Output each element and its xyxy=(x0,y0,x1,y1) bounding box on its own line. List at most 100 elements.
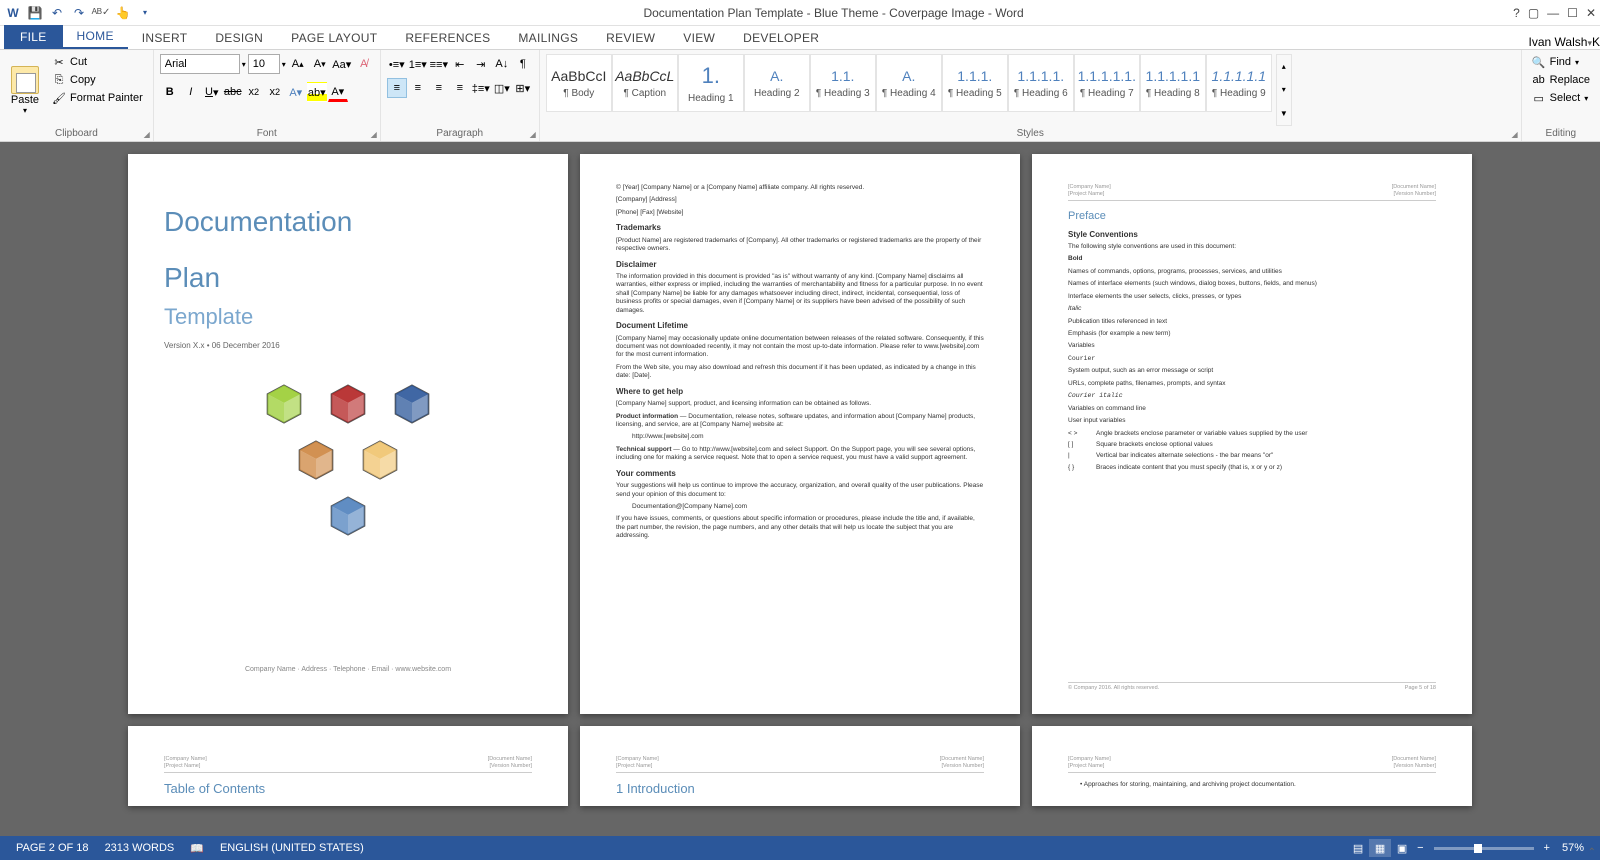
subscript-button[interactable]: x2 xyxy=(244,82,264,102)
multilevel-button[interactable]: ≡≡▾ xyxy=(429,54,449,74)
style-item[interactable]: AaBbCcI¶ Body xyxy=(546,54,612,112)
zoom-slider[interactable] xyxy=(1434,847,1534,850)
show-marks-button[interactable]: ¶ xyxy=(513,54,533,74)
paste-button[interactable]: Paste xyxy=(11,94,39,106)
text-effects-button[interactable]: A▾ xyxy=(286,82,306,102)
maximize-icon[interactable]: ☐ xyxy=(1567,6,1578,20)
bold-button[interactable]: B xyxy=(160,82,180,102)
user-name[interactable]: Ivan Walsh xyxy=(1529,35,1588,49)
sort-button[interactable]: A↓ xyxy=(492,54,512,74)
strikethrough-button[interactable]: abc xyxy=(223,82,243,102)
print-layout-icon[interactable]: ▦ xyxy=(1369,839,1391,857)
page-toc: [Company Name][Project Name] [Document N… xyxy=(128,726,568,806)
style-item[interactable]: 1.1.1.¶ Heading 5 xyxy=(942,54,1008,112)
style-item[interactable]: 1.1.¶ Heading 3 xyxy=(810,54,876,112)
dialog-launcher-icon[interactable]: ◢ xyxy=(144,130,150,139)
tab-page-layout[interactable]: PAGE LAYOUT xyxy=(277,27,391,49)
lifetime-text1: [Company Name] may occasionally update o… xyxy=(616,335,984,360)
dialog-launcher-icon[interactable]: ◢ xyxy=(1511,130,1517,139)
collapse-ribbon-icon[interactable]: ⌃ xyxy=(1588,847,1596,858)
spell-check-icon[interactable]: 📖 xyxy=(182,842,212,855)
redo-icon[interactable]: ↷ xyxy=(70,4,88,22)
style-item[interactable]: 1.1.1.1.1.¶ Heading 7 xyxy=(1074,54,1140,112)
close-icon[interactable]: ✕ xyxy=(1586,6,1596,20)
font-color-button[interactable]: A▾ xyxy=(328,82,348,102)
tab-view[interactable]: VIEW xyxy=(669,27,729,49)
select-button[interactable]: ▭Select ▾ xyxy=(1528,90,1594,106)
clear-formatting-button[interactable]: A̸ xyxy=(354,54,374,74)
style-item[interactable]: AaBbCcL¶ Caption xyxy=(612,54,678,112)
styles-gallery[interactable]: AaBbCcI¶ BodyAaBbCcL¶ Caption1.Heading 1… xyxy=(546,54,1272,126)
style-item[interactable]: 1.1.1.1.1¶ Heading 8 xyxy=(1140,54,1206,112)
tab-home[interactable]: HOME xyxy=(63,25,128,49)
page-indicator[interactable]: PAGE 2 OF 18 xyxy=(8,842,97,854)
help-icon[interactable]: ? xyxy=(1513,6,1520,20)
ribbon-display-icon[interactable]: ▢ xyxy=(1528,6,1539,20)
superscript-button[interactable]: x2 xyxy=(265,82,285,102)
help-text: [Company Name] support, product, and lic… xyxy=(616,400,984,408)
cut-button[interactable]: ✂Cut xyxy=(48,54,147,70)
bullets-button[interactable]: •≡▾ xyxy=(387,54,407,74)
prodinfo-text: Product information — Documentation, rel… xyxy=(616,413,984,430)
word-count[interactable]: 2313 WORDS xyxy=(97,842,183,854)
customize-qat-icon[interactable]: ▾ xyxy=(136,4,154,22)
shading-button[interactable]: ◫▾ xyxy=(492,78,512,98)
tab-developer[interactable]: DEVELOPER xyxy=(729,27,833,49)
zoom-level[interactable]: 57% xyxy=(1554,842,1592,854)
zoom-out-icon[interactable]: − xyxy=(1413,842,1427,854)
grow-font-button[interactable]: A▴ xyxy=(288,54,308,74)
tab-file[interactable]: FILE xyxy=(4,25,63,49)
zoom-in-icon[interactable]: + xyxy=(1540,842,1554,854)
spellcheck-icon[interactable]: ᴬᴮ✓ xyxy=(92,4,110,22)
align-center-button[interactable]: ≡ xyxy=(408,78,428,98)
web-layout-icon[interactable]: ▣ xyxy=(1391,839,1413,857)
style-item[interactable]: 1.1.1.1.1¶ Heading 9 xyxy=(1206,54,1272,112)
user-badge[interactable]: K xyxy=(1592,35,1600,49)
copy-button[interactable]: ⎘Copy xyxy=(48,72,147,88)
change-case-button[interactable]: Aa▾ xyxy=(332,54,352,74)
align-right-button[interactable]: ≡ xyxy=(429,78,449,98)
save-icon[interactable]: 💾 xyxy=(26,4,44,22)
justify-button[interactable]: ≡ xyxy=(450,78,470,98)
highlight-button[interactable]: ab▾ xyxy=(307,82,327,102)
comments-email: Documentation@[Company Name].com xyxy=(616,503,984,511)
align-left-button[interactable]: ≡ xyxy=(387,78,407,98)
tab-mailings[interactable]: MAILINGS xyxy=(504,27,592,49)
tab-review[interactable]: REVIEW xyxy=(592,27,669,49)
undo-icon[interactable]: ↶ xyxy=(48,4,66,22)
tab-insert[interactable]: INSERT xyxy=(128,27,202,49)
replace-icon: ab xyxy=(1532,73,1546,87)
line-spacing-button[interactable]: ‡≡▾ xyxy=(471,78,491,98)
decrease-indent-button[interactable]: ⇤ xyxy=(450,54,470,74)
word-icon: W xyxy=(4,4,22,22)
style-item[interactable]: A.Heading 2 xyxy=(744,54,810,112)
minimize-icon[interactable]: — xyxy=(1547,6,1559,20)
tab-references[interactable]: REFERENCES xyxy=(391,27,504,49)
format-painter-button[interactable]: 🖌Format Painter xyxy=(48,90,147,106)
numbering-button[interactable]: 1≡▾ xyxy=(408,54,428,74)
styles-more[interactable]: ▴▾▼ xyxy=(1276,54,1292,126)
tab-design[interactable]: DESIGN xyxy=(201,27,277,49)
font-size-combo[interactable] xyxy=(248,54,280,74)
borders-button[interactable]: ⊞▾ xyxy=(513,78,533,98)
style-item[interactable]: 1.1.1.1.¶ Heading 6 xyxy=(1008,54,1074,112)
group-label: Clipboard xyxy=(6,126,147,139)
find-button[interactable]: 🔍Find ▾ xyxy=(1528,54,1594,70)
language[interactable]: ENGLISH (UNITED STATES) xyxy=(212,842,372,854)
dialog-launcher-icon[interactable]: ◢ xyxy=(371,130,377,139)
document-area[interactable]: Documentation Plan Template Version X.x … xyxy=(0,142,1600,836)
font-name-combo[interactable] xyxy=(160,54,240,74)
read-mode-icon[interactable]: ▤ xyxy=(1347,839,1369,857)
style-item[interactable]: 1.Heading 1 xyxy=(678,54,744,112)
touch-mode-icon[interactable]: 👆 xyxy=(114,4,132,22)
italic-button[interactable]: I xyxy=(181,82,201,102)
dialog-launcher-icon[interactable]: ◢ xyxy=(530,130,536,139)
replace-button[interactable]: abReplace xyxy=(1528,72,1594,88)
window-title: Documentation Plan Template - Blue Theme… xyxy=(154,6,1513,20)
increase-indent-button[interactable]: ⇥ xyxy=(471,54,491,74)
shrink-font-button[interactable]: A▾ xyxy=(310,54,330,74)
underline-button[interactable]: U▾ xyxy=(202,82,222,102)
paste-icon[interactable] xyxy=(11,66,39,94)
page-header: [Company Name][Project Name] [Document N… xyxy=(1068,756,1436,773)
style-item[interactable]: A.¶ Heading 4 xyxy=(876,54,942,112)
